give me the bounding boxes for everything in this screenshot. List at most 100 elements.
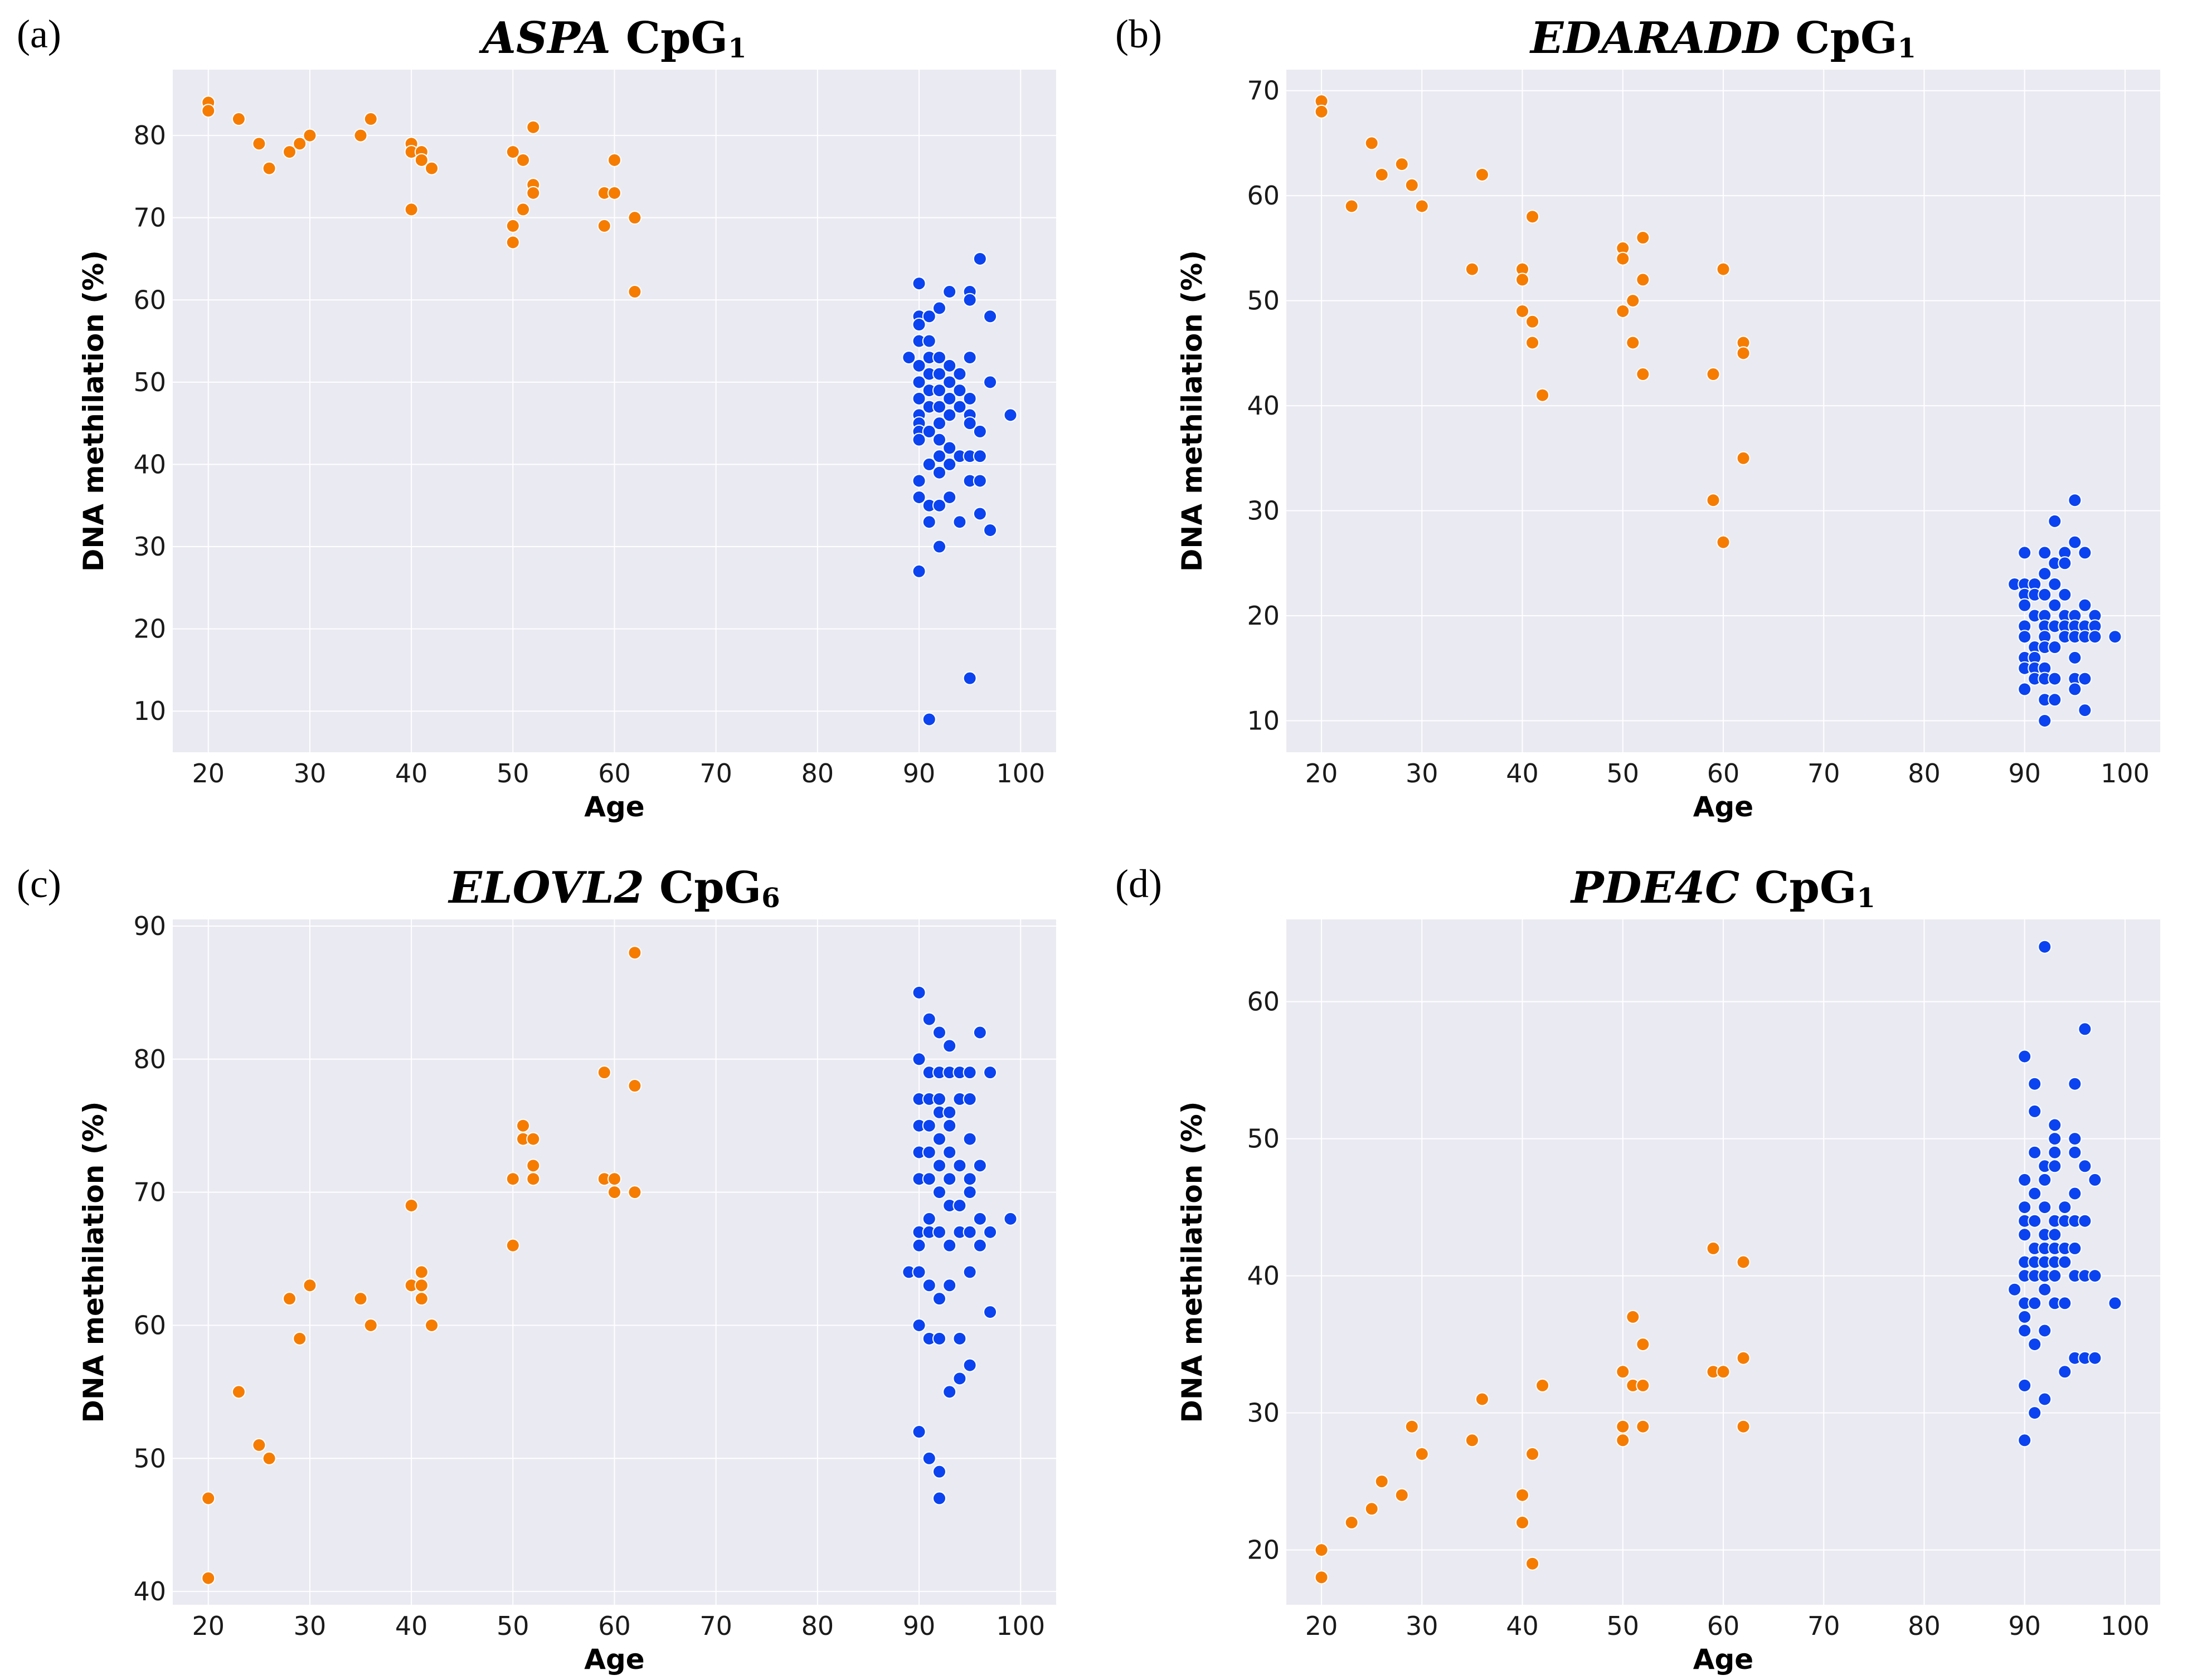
data-point-old [2048,1228,2062,1242]
x-tick-label: 60 [598,758,631,788]
data-point-old [922,424,936,439]
title-subscript: 1 [1898,33,1916,64]
data-point-young [1736,1419,1751,1434]
data-point-young [1394,1488,1409,1502]
data-point-old [973,507,987,521]
data-point-old [2028,1145,2042,1160]
x-tick-label: 90 [2008,1611,2041,1641]
data-point-young [1404,1419,1419,1434]
x-tick-label: 20 [1305,1611,1338,1641]
title-subscript: 6 [761,883,780,914]
data-point-old [2018,1378,2032,1392]
x-tick-label: 50 [497,758,529,788]
data-point-old [2018,1049,2032,1064]
data-point-young [1736,1351,1751,1365]
data-point-old [2078,598,2092,612]
x-tick-label: 40 [1506,1611,1539,1641]
data-point-young [628,1185,642,1200]
y-tick-label: 50 [133,1443,166,1473]
data-point-young [1475,1392,1489,1406]
y-tick-label: 10 [1247,705,1280,736]
scatter-chart: 20 30 40 50 60 70 80 90 100 10 20 30 40 50 60 70 80 Age DN… [17,12,1056,823]
data-point-old [2028,1337,2042,1352]
data-point-old [2068,1186,2082,1201]
x-tick-label: 60 [1707,1611,1740,1641]
data-point-young [1616,1433,1630,1448]
x-tick-label: 50 [1606,1611,1639,1641]
data-point-old [963,1132,977,1146]
data-point-old [2048,577,2062,591]
data-point-young [1475,167,1489,182]
data-point-young [1626,335,1640,350]
data-point-old [2018,1433,2032,1448]
data-point-old [932,1132,946,1146]
data-point-old [2068,1145,2082,1160]
data-point-old [973,1211,987,1226]
data-point-old [942,1172,957,1186]
data-point-old [983,1065,998,1080]
data-point-old [2028,1406,2042,1420]
data-point-old [2038,567,2052,581]
data-point-old [912,358,926,373]
x-tick-label: 80 [801,1611,834,1641]
data-point-old [2058,1365,2072,1379]
data-point-young [1374,1474,1389,1489]
data-point-old [912,318,926,332]
y-tick-label: 30 [1247,496,1280,526]
x-tick-label: 50 [497,1611,529,1641]
data-point-old [2038,939,2052,954]
y-tick-label: 60 [133,1310,166,1340]
y-tick-label: 40 [1247,1261,1280,1291]
data-point-old [932,1464,946,1479]
title-subscript: 1 [728,33,746,64]
data-point-young [516,1118,531,1133]
data-point-young [1515,1515,1530,1530]
data-point-old [932,539,946,554]
data-point-old [922,309,936,324]
data-point-old [912,375,926,389]
data-point-old [2068,650,2082,665]
y-tick-label: 50 [133,367,166,397]
y-tick-label: 70 [133,1177,166,1207]
data-point-young [1736,451,1751,465]
data-point-old [922,1451,936,1465]
data-point-young [526,1158,541,1173]
data-point-young [1525,1556,1540,1571]
data-point-old [2108,630,2122,644]
panel-label: (d) [1115,861,1162,906]
data-point-young [1465,1433,1479,1448]
data-point-young [1616,1419,1630,1434]
data-point-old [983,309,998,324]
x-tick-label: 80 [801,758,834,788]
data-point-old [2088,1172,2102,1187]
data-point-young [1736,346,1751,361]
data-point-old [2068,1132,2082,1146]
title-gene: ASPA [478,13,610,64]
data-point-young [1415,199,1429,213]
title-subscript: 1 [1857,883,1875,914]
data-point-old [932,498,946,513]
data-point-old [932,1331,946,1346]
x-tick-label: 70 [699,1611,732,1641]
data-point-young [293,137,307,151]
data-point-old [983,523,998,538]
data-point-young [1706,1241,1720,1255]
data-point-young [1364,1502,1379,1516]
data-point-old [2048,1159,2062,1173]
data-point-old [963,1065,977,1080]
x-tick-label: 40 [395,1611,428,1641]
data-point-young [262,1451,276,1465]
data-point-old [942,490,957,504]
data-point-old [2048,671,2062,686]
data-point-young [1515,304,1530,318]
title-site: CpG [644,863,761,913]
data-point-old [2018,1309,2032,1324]
data-point-old [973,251,987,266]
data-point-young [1706,367,1720,382]
panel-label: (b) [1115,12,1162,56]
data-point-young [526,1172,541,1186]
data-point-young [1515,272,1530,287]
data-point-old [2048,514,2062,528]
data-point-old [912,564,926,578]
title-gene: PDE4C [1570,863,1739,913]
